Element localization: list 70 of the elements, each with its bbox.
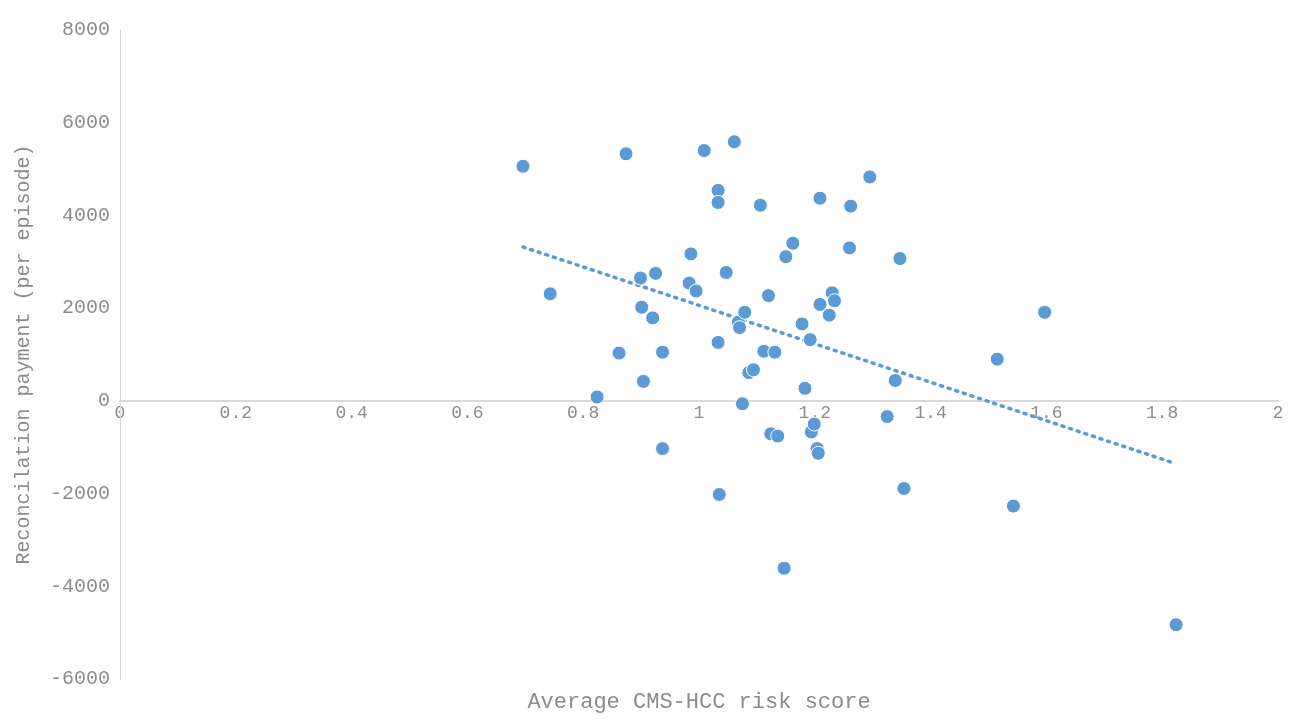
y-tick-label: -2000 <box>49 481 111 505</box>
point <box>726 134 742 150</box>
x-tick-label: 1.2 <box>798 403 832 424</box>
x-tick-label: 1.8 <box>1146 403 1179 424</box>
point <box>842 240 858 256</box>
point <box>778 249 794 265</box>
y-tick-label: 2000 <box>61 296 111 320</box>
point <box>770 428 786 444</box>
point <box>732 320 748 336</box>
point <box>711 487 727 502</box>
point <box>821 307 837 323</box>
point <box>634 299 650 315</box>
point <box>776 560 792 576</box>
point <box>767 344 783 360</box>
point <box>618 146 634 162</box>
point <box>589 389 605 405</box>
point <box>826 293 842 309</box>
x-tick-label: 0.6 <box>451 403 484 424</box>
point <box>862 169 878 185</box>
y-tick-label: 6000 <box>61 111 111 135</box>
y-axis-title: Reconcilation payment (per episode) <box>12 144 36 565</box>
point <box>688 283 704 299</box>
y-tick-label: -6000 <box>49 667 111 691</box>
point <box>896 480 912 496</box>
point <box>648 265 664 281</box>
point <box>887 372 903 388</box>
point <box>611 345 627 361</box>
point <box>843 198 859 214</box>
point <box>812 190 828 206</box>
point <box>745 362 761 378</box>
point <box>542 286 558 302</box>
point <box>710 334 726 350</box>
point <box>989 351 1005 367</box>
y-tick-label: 4000 <box>61 203 111 227</box>
point <box>892 251 908 267</box>
x-tick-label: 0.8 <box>567 403 600 424</box>
point <box>785 235 801 251</box>
point <box>633 270 649 286</box>
point <box>655 441 671 457</box>
point <box>635 373 651 389</box>
x-axis-title: Average CMS-HCC risk score <box>527 689 871 715</box>
point <box>797 380 813 396</box>
x-tick-label: 1 <box>693 403 705 424</box>
point <box>696 143 712 159</box>
point <box>802 332 818 348</box>
x-tick-label: 0.2 <box>219 403 253 424</box>
point <box>1168 617 1184 633</box>
x-tick-label: 0.4 <box>335 403 368 424</box>
point <box>734 396 750 412</box>
point <box>710 182 726 198</box>
point <box>1005 498 1021 514</box>
point <box>879 409 895 425</box>
point <box>718 264 734 280</box>
point <box>752 197 768 213</box>
point <box>1037 304 1053 320</box>
y-tick-label: -4000 <box>49 574 111 598</box>
point <box>794 316 810 332</box>
x-tick-label: 1.6 <box>1030 403 1063 424</box>
point <box>655 344 671 360</box>
point <box>515 158 531 174</box>
x-tick-label: 2 <box>1272 403 1284 424</box>
point <box>737 304 753 320</box>
point <box>760 288 776 304</box>
y-tick-label: 8000 <box>61 18 111 42</box>
point <box>710 194 726 210</box>
point <box>812 296 828 312</box>
point <box>645 310 661 326</box>
x-tick-label: 1.4 <box>914 403 947 424</box>
point <box>810 445 826 461</box>
point <box>683 246 699 262</box>
